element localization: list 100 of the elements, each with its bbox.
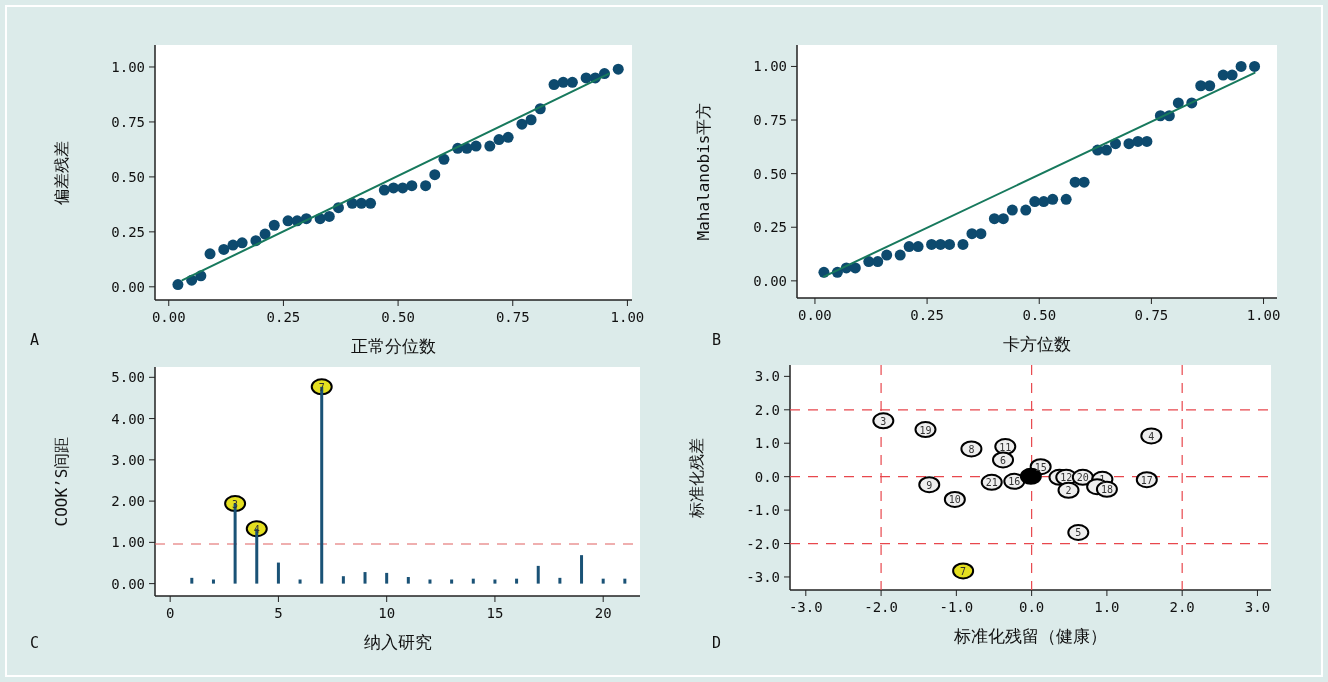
point <box>502 131 514 143</box>
text: D <box>712 634 722 652</box>
y-tick-label: 0.75 <box>111 113 145 130</box>
y-tick-label: -2.0 <box>746 535 780 552</box>
bar <box>428 579 432 584</box>
point <box>1204 80 1216 92</box>
x-tick-label: 2.0 <box>1169 599 1195 615</box>
x-tick-label: 15 <box>486 605 504 621</box>
point <box>1172 97 1184 109</box>
x-tick-label: 0.75 <box>1134 307 1169 323</box>
annotation: 17 <box>1140 474 1153 486</box>
x-tick-label: 0.50 <box>381 309 415 325</box>
y-tick-label: 4.00 <box>111 410 145 427</box>
point <box>365 197 377 209</box>
annotation: 9 <box>926 479 933 491</box>
bar <box>450 579 454 584</box>
annotation: 2 <box>1065 485 1072 497</box>
point <box>548 79 560 91</box>
point <box>484 140 496 152</box>
y-tick-label: 3.00 <box>111 451 145 468</box>
y-axis-title: COOK’S间距 <box>52 436 71 527</box>
annotation: 7 <box>318 381 325 393</box>
bar <box>558 577 562 584</box>
point <box>1060 193 1072 205</box>
annotation: 18 <box>1100 484 1113 496</box>
point <box>218 243 230 255</box>
annotation: 21 <box>985 477 998 489</box>
point <box>975 228 987 240</box>
annotation: 6 <box>1000 454 1007 466</box>
y-tick-label: 2.0 <box>754 401 780 418</box>
x-tick-label: 0 <box>165 605 175 621</box>
x-tick-label: 10 <box>378 605 396 621</box>
y-axis-title: 标准化残差 <box>687 437 706 519</box>
x-tick-label: 1.00 <box>610 309 645 325</box>
x-tick-label: 0.50 <box>1022 307 1057 323</box>
point <box>1123 138 1135 150</box>
point <box>323 210 335 222</box>
point <box>872 412 895 430</box>
annotation: 11 <box>999 441 1012 453</box>
point <box>557 76 569 88</box>
x-tick-label: 0.00 <box>798 307 832 323</box>
point <box>1006 204 1018 216</box>
point <box>894 249 906 261</box>
y-tick-label: 0.25 <box>753 219 787 236</box>
x-tick-label: 5 <box>274 605 283 621</box>
point <box>470 140 482 152</box>
point <box>1078 176 1090 188</box>
point <box>1132 135 1144 147</box>
point <box>1038 196 1050 208</box>
y-tick-label: 2.00 <box>111 493 145 510</box>
point <box>493 134 505 146</box>
x-axis-title: 正常分位数 <box>351 336 436 356</box>
point <box>172 279 184 291</box>
y-tick-label: 0.00 <box>753 272 787 289</box>
y-axis-title: Mahalanobis平方 <box>694 102 713 241</box>
bar <box>363 572 367 584</box>
point <box>1020 204 1032 216</box>
x-tick-label: -3.0 <box>788 599 823 615</box>
x-tick-label: 1.00 <box>1246 307 1281 323</box>
annotation: 16 <box>1008 476 1021 488</box>
x-tick-label: 0.0 <box>1018 599 1045 615</box>
y-tick-label: -3.0 <box>746 568 780 585</box>
annotation: 10 <box>948 494 961 506</box>
point <box>966 228 978 240</box>
y-tick-label: 0.00 <box>111 575 145 592</box>
point <box>1141 135 1153 147</box>
bar <box>536 565 540 584</box>
annotation: 8 <box>968 443 975 455</box>
text: C <box>30 634 40 652</box>
x-tick-label: 3.0 <box>1244 599 1271 615</box>
point <box>612 63 624 75</box>
x-tick-label: 0.75 <box>495 309 530 325</box>
x-axis-title: 纳入研究 <box>363 632 432 652</box>
annotation: 7 <box>960 565 967 577</box>
point <box>988 213 1000 225</box>
y-tick-label: 1.00 <box>753 58 787 75</box>
text: A <box>30 331 40 349</box>
point <box>397 182 409 194</box>
point <box>420 180 432 192</box>
annotation: 15 <box>1034 461 1047 473</box>
point <box>516 118 528 130</box>
annotation: 4 <box>253 523 260 535</box>
x-axis-title: 卡方位数 <box>1003 334 1071 354</box>
annotation: 12 <box>1060 472 1073 484</box>
annotation: 1 <box>1099 474 1106 486</box>
bar <box>580 555 584 584</box>
point <box>1029 196 1041 208</box>
bar <box>298 579 302 584</box>
x-tick-label: -1.0 <box>939 599 974 615</box>
y-tick-label: 5.00 <box>111 369 145 386</box>
point <box>204 248 216 260</box>
point <box>429 169 441 181</box>
point <box>1226 69 1238 81</box>
x-tick-label: -2.0 <box>864 599 898 615</box>
x-tick-label: 0.25 <box>910 307 944 323</box>
bar <box>276 562 280 584</box>
x-tick-label: 20 <box>594 605 612 621</box>
y-tick-label: -1.0 <box>746 502 780 519</box>
point <box>236 237 248 249</box>
x-axis-title: 标准化残留（健康） <box>953 626 1107 646</box>
